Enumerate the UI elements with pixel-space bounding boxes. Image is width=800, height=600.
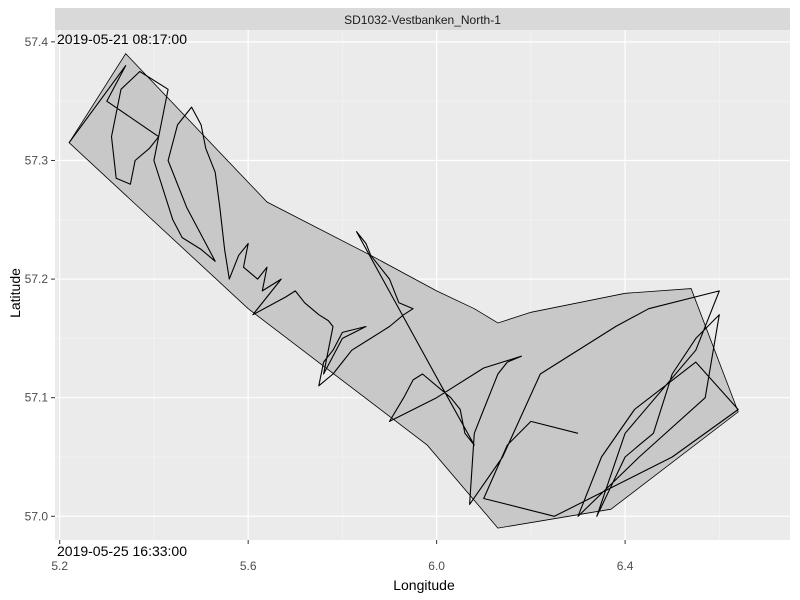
x-axis-title: Longitude [393, 577, 455, 593]
y-tick-label: 57.1 [25, 391, 49, 405]
end-time-label: 2019-05-25 16:33:00 [57, 543, 187, 559]
y-axis-title: Latitude [7, 268, 23, 318]
panel-strip [55, 8, 790, 30]
x-tick-label: 6.0 [428, 559, 445, 573]
y-tick-label: 57.0 [25, 509, 49, 523]
y-tick-label: 57.2 [25, 272, 49, 286]
x-axis-ticks: 5.2 5.6 6.0 6.4 [51, 540, 634, 573]
x-tick-label: 5.2 [51, 559, 68, 573]
start-time-label: 2019-05-21 08:17:00 [57, 31, 187, 47]
y-tick-label: 57.3 [25, 153, 49, 167]
x-tick-label: 5.6 [240, 559, 257, 573]
panel-title: SD1032-Vestbanken_North-1 [344, 13, 501, 27]
y-axis-ticks: 57.0 57.1 57.2 57.3 57.4 [25, 35, 55, 523]
survey-track-line [68, 65, 739, 517]
x-tick-label: 6.4 [617, 559, 634, 573]
survey-area-polygon [68, 53, 739, 529]
y-tick-label: 57.4 [25, 35, 49, 49]
